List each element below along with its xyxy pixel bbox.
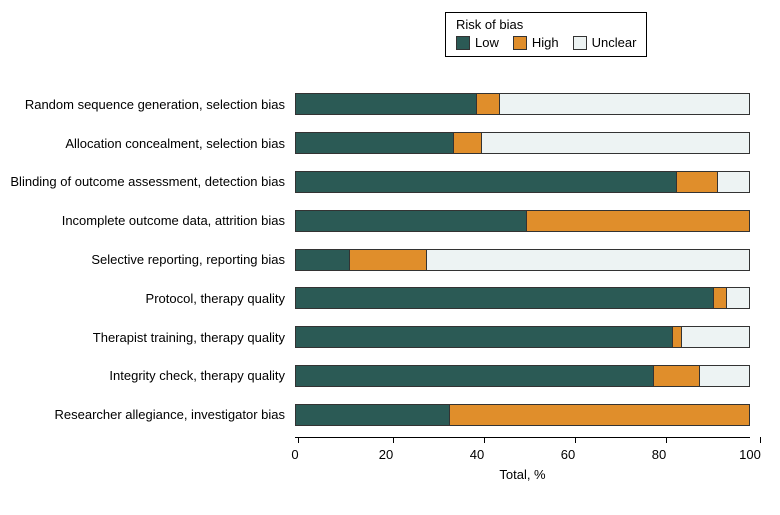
legend: Risk of bias Low High Unclear [445,12,647,57]
bar-segment-low [295,93,477,115]
category-label: Protocol, therapy quality [5,291,285,306]
bar-segment-low [295,365,654,387]
category-label: Allocation concealment, selection bias [5,136,285,151]
bar-segment-low [295,404,450,426]
bar-segment-low [295,287,714,309]
category-label: Integrity check, therapy quality [5,368,285,383]
plot-area: Random sequence generation, selection bi… [295,85,750,435]
x-tick: 20 [386,437,400,462]
tick-label: 60 [561,447,575,462]
legend-item: Unclear [573,35,637,50]
x-tick: 40 [477,437,491,462]
legend-label: Unclear [592,35,637,50]
tick-mark [575,437,576,443]
bar-segment-unclear [700,365,750,387]
category-label: Random sequence generation, selection bi… [5,97,285,112]
stacked-bar [295,249,750,271]
bar-segment-low [295,132,454,154]
legend-swatch [513,36,527,50]
x-tick: 60 [568,437,582,462]
x-axis-title: Total, % [295,467,750,482]
bar-row: Selective reporting, reporting bias [295,240,750,279]
category-label: Researcher allegiance, investigator bias [5,407,285,422]
stacked-bar [295,287,750,309]
legend-title: Risk of bias [456,17,636,32]
legend-swatch [573,36,587,50]
bar-row: Blinding of outcome assessment, detectio… [295,163,750,202]
category-label: Therapist training, therapy quality [5,330,285,345]
category-label: Selective reporting, reporting bias [5,252,285,267]
x-axis-line [295,437,750,438]
legend-items: Low High Unclear [456,35,636,50]
bar-row: Allocation concealment, selection bias [295,124,750,163]
stacked-bar [295,132,750,154]
bar-row: Therapist training, therapy quality [295,318,750,357]
tick-label: 100 [739,447,761,462]
tick-mark [393,437,394,443]
bar-row: Researcher allegiance, investigator bias [295,395,750,434]
risk-of-bias-chart: Risk of bias Low High Unclear Random seque… [0,0,780,515]
stacked-bar [295,171,750,193]
legend-label: High [532,35,559,50]
tick-label: 20 [379,447,393,462]
tick-mark [666,437,667,443]
legend-item: High [513,35,559,50]
bar-segment-high [673,326,682,348]
bar-segment-unclear [482,132,750,154]
bar-segment-high [350,249,427,271]
legend-item: Low [456,35,499,50]
bar-segment-low [295,171,677,193]
stacked-bar [295,93,750,115]
tick-label: 40 [470,447,484,462]
x-tick: 100 [750,437,772,462]
bar-segment-high [450,404,750,426]
bar-segment-low [295,326,673,348]
bar-segment-high [654,365,700,387]
bar-segment-unclear [718,171,750,193]
bar-segment-high [677,171,718,193]
tick-label: 0 [291,447,298,462]
bar-segment-high [714,287,728,309]
bar-segment-high [527,210,750,232]
x-tick: 80 [659,437,673,462]
bar-segment-unclear [727,287,750,309]
category-label: Blinding of outcome assessment, detectio… [5,174,285,189]
bar-segment-low [295,210,527,232]
stacked-bar [295,404,750,426]
tick-mark [484,437,485,443]
bar-segment-high [477,93,500,115]
stacked-bar [295,365,750,387]
bar-row: Incomplete outcome data, attrition bias [295,201,750,240]
bar-row: Integrity check, therapy quality [295,357,750,396]
x-tick: 0 [295,437,302,462]
bar-segment-unclear [682,326,750,348]
bar-segment-low [295,249,350,271]
bar-segment-high [454,132,481,154]
bar-row: Random sequence generation, selection bi… [295,85,750,124]
tick-mark [298,437,299,443]
legend-label: Low [475,35,499,50]
category-label: Incomplete outcome data, attrition bias [5,213,285,228]
tick-mark [760,437,761,443]
tick-label: 80 [652,447,666,462]
legend-swatch [456,36,470,50]
stacked-bar [295,326,750,348]
bar-segment-unclear [500,93,750,115]
stacked-bar [295,210,750,232]
bar-row: Protocol, therapy quality [295,279,750,318]
bar-segment-unclear [427,249,750,271]
